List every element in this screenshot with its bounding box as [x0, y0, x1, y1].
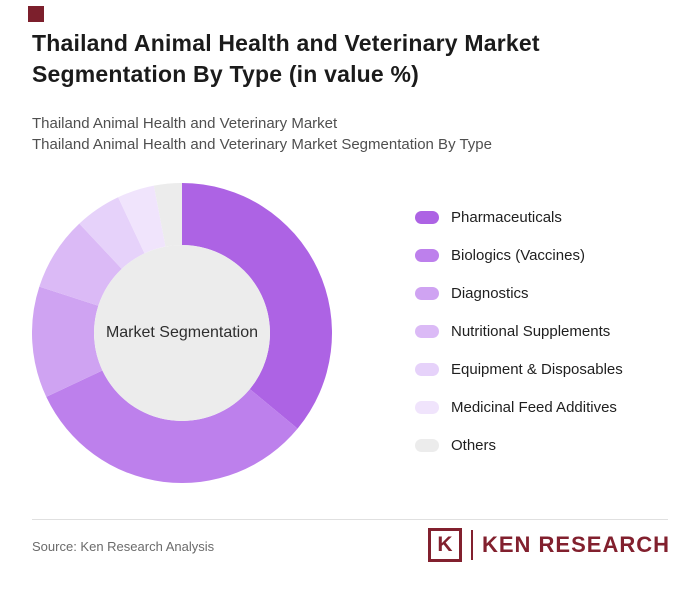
legend-swatch: [415, 248, 439, 262]
donut-slice-biologics-vaccines: [46, 370, 298, 483]
legend-label: Biologics (Vaccines): [451, 246, 585, 264]
donut-slice-diagnostics: [32, 286, 103, 397]
footer-divider: [32, 519, 668, 520]
legend-item-equipment-disposables: Equipment & Disposables: [415, 360, 623, 378]
legend-swatch: [415, 210, 439, 224]
legend-item-diagnostics: Diagnostics: [415, 284, 623, 302]
legend-swatch: [415, 286, 439, 300]
logo-separator: [470, 530, 473, 560]
donut-chart: [32, 183, 332, 483]
legend-label: Medicinal Feed Additives: [451, 398, 617, 416]
subtitle-block: Thailand Animal Health and Veterinary Ma…: [32, 113, 492, 155]
logo-k-mark: K: [427, 528, 462, 562]
legend-label: Equipment & Disposables: [451, 360, 623, 378]
donut-slice-others: [153, 183, 182, 247]
source-text: Source: Ken Research Analysis: [32, 539, 215, 554]
legend: Pharmaceuticals Biologics (Vaccines) Diagn…: [415, 208, 623, 474]
legend-item-biologics-vaccines: Biologics (Vaccines): [415, 246, 623, 264]
legend-label: Diagnostics: [451, 284, 529, 302]
donut-center-circle: [94, 245, 270, 421]
legend-swatch: [415, 438, 439, 452]
legend-label: Pharmaceuticals: [451, 208, 562, 226]
legend-item-pharmaceuticals: Pharmaceuticals: [415, 208, 623, 226]
legend-swatch: [415, 400, 439, 414]
brand-corner-square: [28, 6, 44, 22]
ken-research-logo: K KEN RESEARCH: [427, 527, 670, 563]
donut-slice-pharmaceuticals: [182, 183, 332, 429]
page-title: Thailand Animal Health and Veterinary Ma…: [32, 30, 540, 88]
donut-slice-nutritional-supplements: [39, 223, 122, 306]
legend-item-nutritional-supplements: Nutritional Supplements: [415, 322, 623, 340]
legend-label: Others: [451, 436, 497, 454]
legend-item-medicinal-feed-additives: Medicinal Feed Additives: [415, 398, 623, 416]
legend-swatch: [415, 362, 439, 376]
donut-slice-equipment-disposables: [79, 197, 145, 269]
logo-name-text: KEN RESEARCH: [481, 532, 670, 557]
subtitle-line-2: Thailand Animal Health and Veterinary Ma…: [32, 136, 492, 153]
legend-item-others: Others: [415, 436, 623, 454]
legend-swatch: [415, 324, 439, 338]
legend-label: Nutritional Supplements: [451, 322, 611, 340]
subtitle-line-1: Thailand Animal Health and Veterinary Ma…: [32, 115, 338, 132]
donut-slice-medicinal-feed-additives: [118, 185, 166, 254]
